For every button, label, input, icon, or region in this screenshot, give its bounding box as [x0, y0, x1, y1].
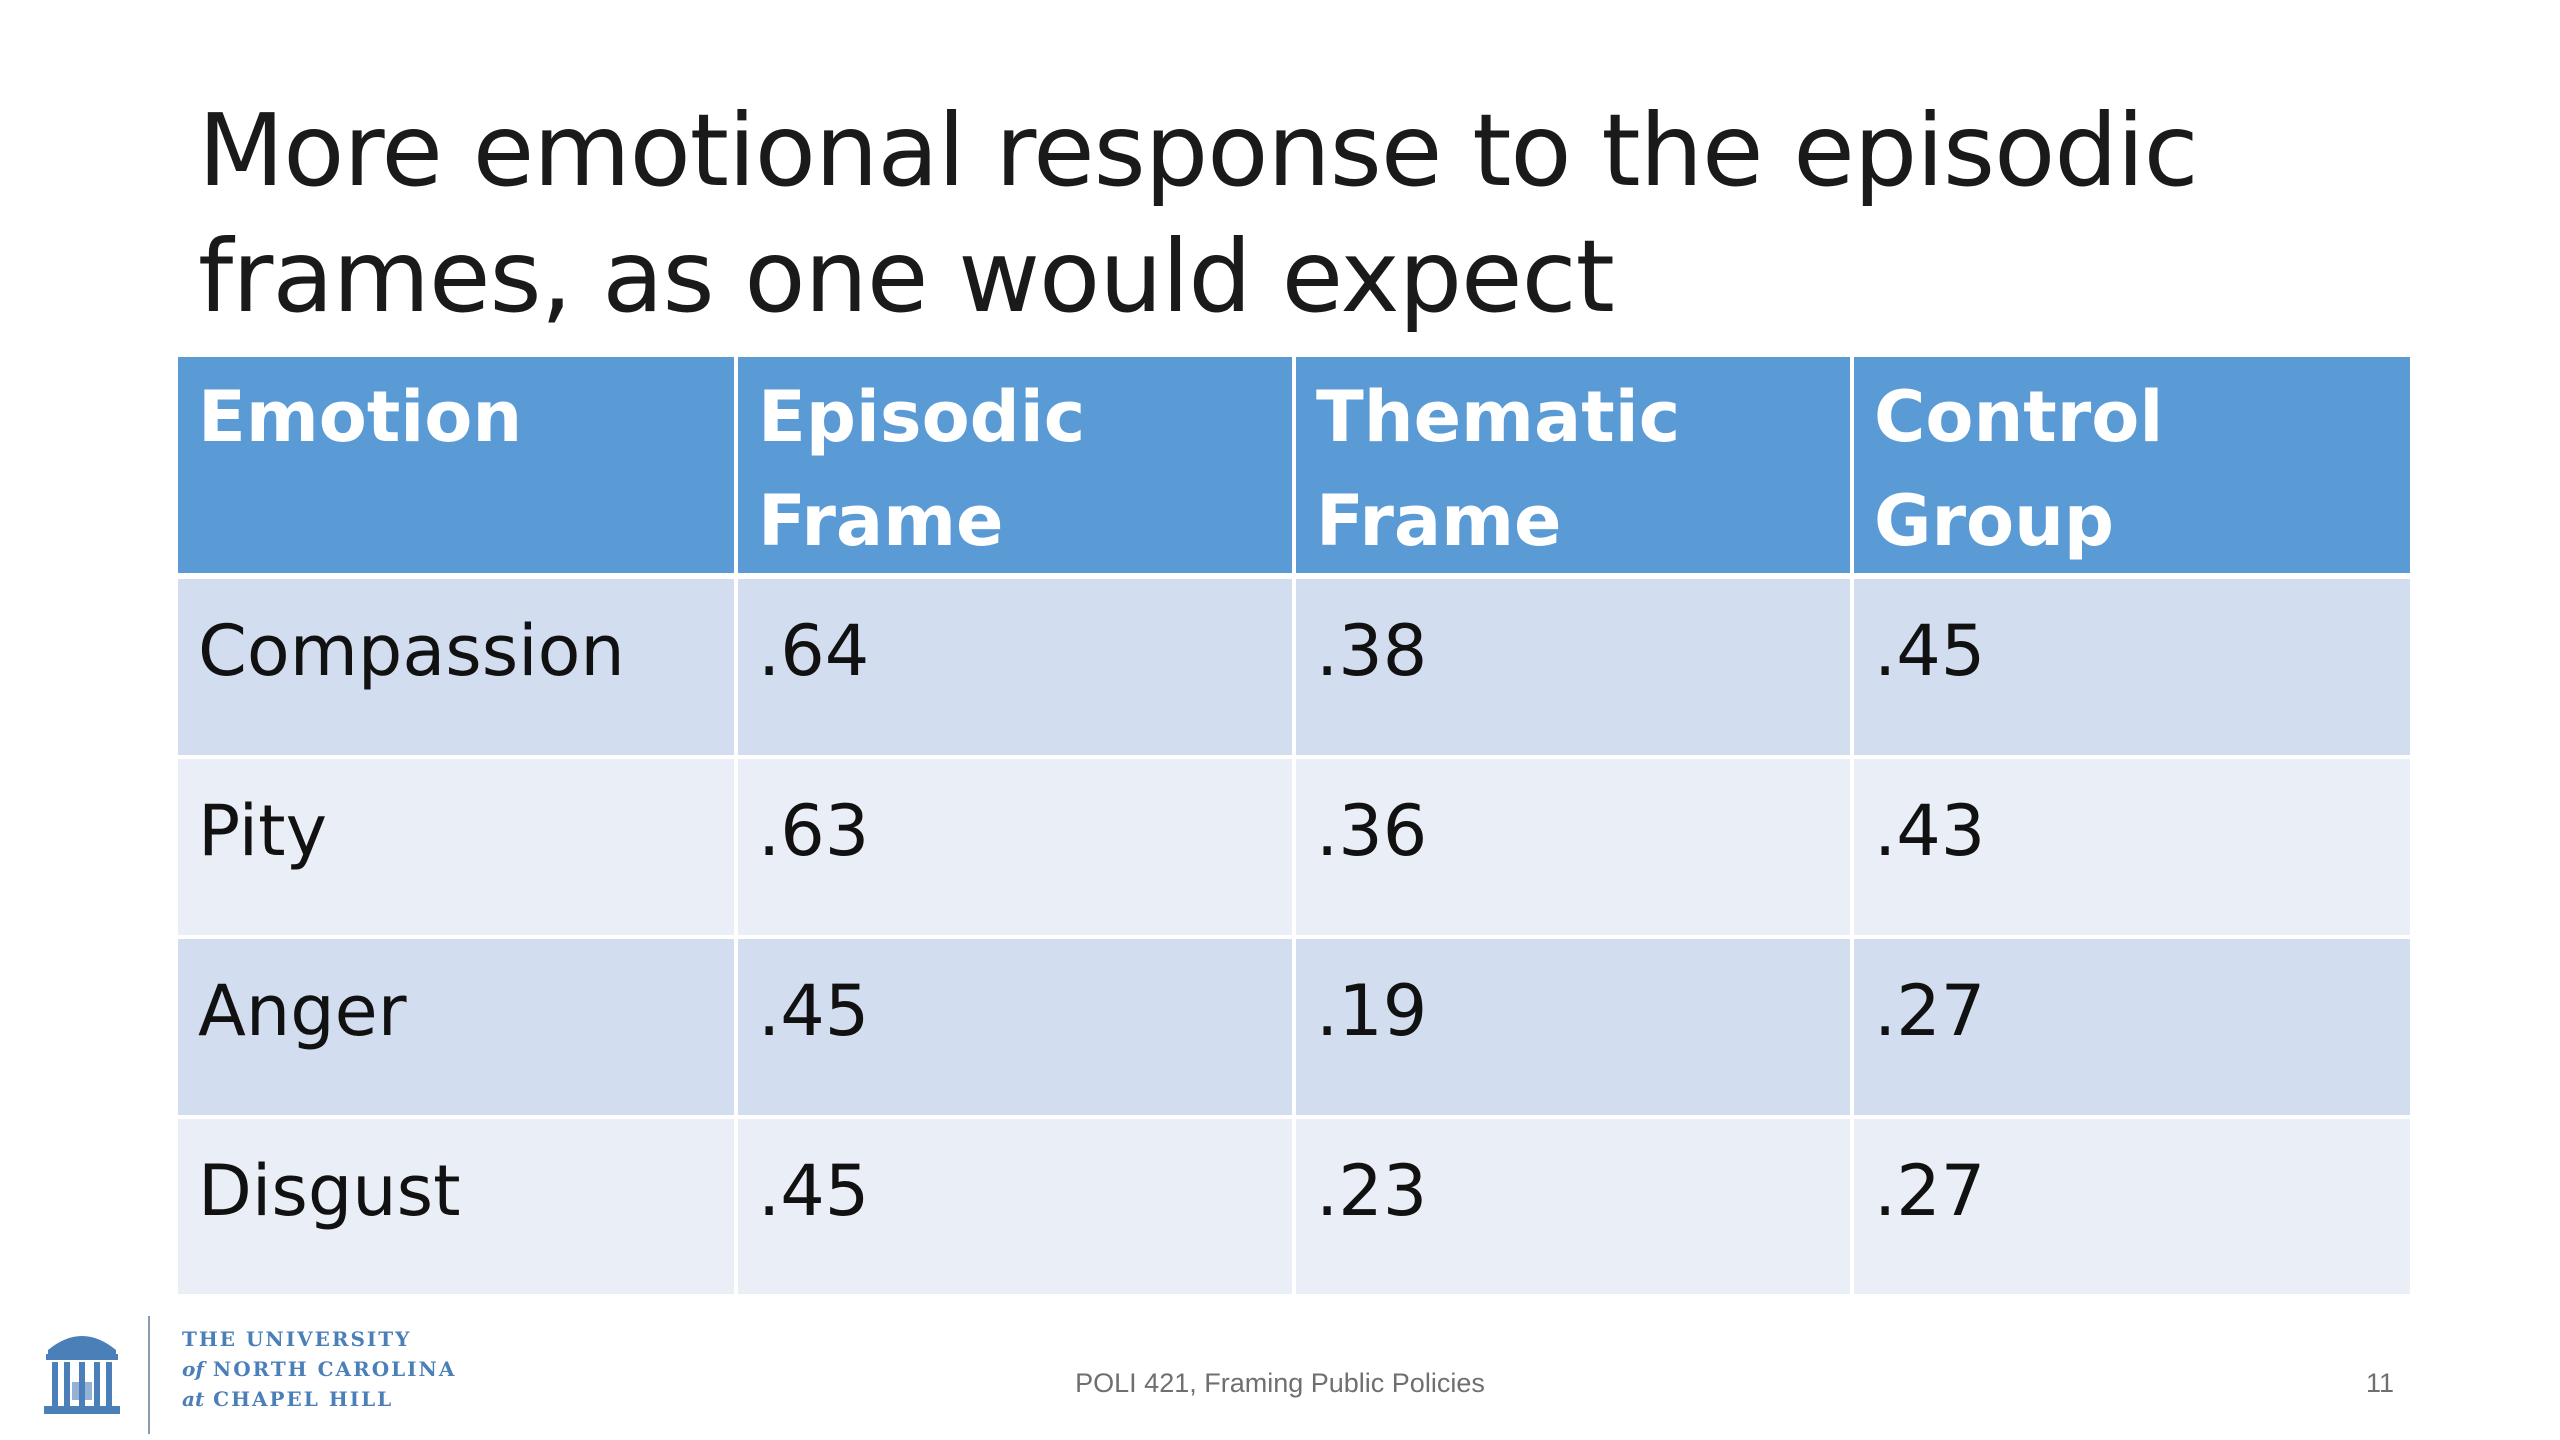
- unc-logo: THE UNIVERSITY of NORTH CAROLINA at CHAP…: [42, 1310, 462, 1440]
- cell-episodic: .64: [734, 573, 1294, 758]
- cell-emotion: Anger: [178, 935, 736, 1117]
- header-thematic-line-2: Frame: [1316, 480, 1562, 562]
- table-row: Pity .63 .36 .43: [178, 755, 2410, 938]
- header-thematic-line-1: Thematic: [1316, 376, 1681, 458]
- table-row: Anger .45 .19 .27: [178, 935, 2410, 1117]
- header-emotion-text: Emotion: [198, 376, 523, 458]
- table-row: Disgust .45 .23 .27: [178, 1114, 2410, 1294]
- cell-emotion: Compassion: [178, 573, 736, 758]
- logo-line-2: of NORTH CAROLINA: [182, 1354, 456, 1384]
- slide-title-line-1: More emotional response to the episodic: [198, 92, 2199, 209]
- header-episodic-line-2: Frame: [758, 480, 1004, 562]
- header-emotion: Emotion: [178, 357, 736, 579]
- cell-episodic: .45: [734, 1114, 1294, 1294]
- logo-line-2-text: NORTH CAROLINA: [212, 1357, 457, 1381]
- cell-episodic: .45: [734, 935, 1294, 1117]
- footer-course-title: POLI 421, Framing Public Policies: [1075, 1368, 1485, 1398]
- logo-line-3-text: CHAPEL HILL: [213, 1387, 394, 1411]
- cell-thematic: .23: [1292, 1114, 1852, 1294]
- slide-title: More emotional response to the episodic …: [198, 88, 2398, 340]
- header-thematic-frame: Thematic Frame: [1292, 357, 1852, 579]
- cell-emotion: Pity: [178, 755, 736, 938]
- header-episodic-frame: Episodic Frame: [734, 357, 1294, 579]
- old-well-icon: [44, 1336, 120, 1414]
- logo-line-1: THE UNIVERSITY: [182, 1327, 412, 1351]
- cell-thematic: .38: [1292, 573, 1852, 758]
- logo-prefix-of: of: [182, 1357, 204, 1381]
- emotion-table-container: Emotion Episodic Frame Thematic Frame Co…: [178, 357, 2410, 1294]
- slide-title-line-2: frames, as one would expect: [198, 218, 1615, 335]
- cell-control: .43: [1850, 755, 2410, 938]
- header-episodic-line-1: Episodic: [758, 376, 1086, 458]
- cell-thematic: .36: [1292, 755, 1852, 938]
- cell-thematic: .19: [1292, 935, 1852, 1117]
- cell-control: .45: [1850, 573, 2410, 758]
- emotion-table: Emotion Episodic Frame Thematic Frame Co…: [178, 357, 2410, 1294]
- cell-episodic: .63: [734, 755, 1294, 938]
- cell-emotion: Disgust: [178, 1114, 736, 1294]
- header-control-group: Control Group: [1850, 357, 2410, 579]
- header-control-text: Control Group: [1874, 376, 2164, 562]
- logo-line-3: at CHAPEL HILL: [182, 1384, 456, 1414]
- table-row: Compassion .64 .38 .45: [178, 573, 2410, 758]
- logo-wordmark: THE UNIVERSITY of NORTH CAROLINA at CHAP…: [182, 1324, 456, 1414]
- logo-divider: [148, 1316, 150, 1434]
- logo-prefix-at: at: [182, 1387, 205, 1411]
- slide-number: 11: [2365, 1368, 2394, 1398]
- table-header-row: Emotion Episodic Frame Thematic Frame Co…: [178, 357, 2410, 579]
- cell-control: .27: [1850, 935, 2410, 1117]
- cell-control: .27: [1850, 1114, 2410, 1294]
